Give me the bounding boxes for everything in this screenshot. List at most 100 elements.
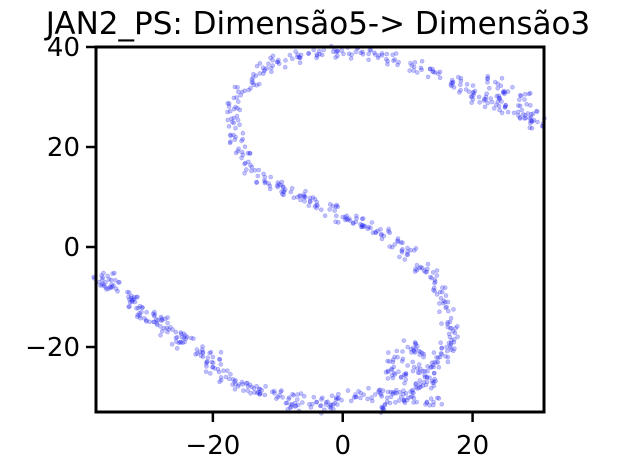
data-point-cloud [240,130,246,136]
data-point-cloud [245,388,250,393]
data-point-cloud [257,391,262,397]
data-point [262,174,268,180]
data-point-cloud [482,96,487,102]
data-point-cloud [391,58,396,64]
data-point-cloud [232,84,238,90]
data-point-cloud [446,340,452,346]
data-point-cloud [346,51,352,57]
data-point-cloud [448,326,453,331]
data-point-cloud [390,391,396,397]
data-point-cloud [419,350,425,356]
data-point-cloud [228,132,233,138]
data-point-cloud [307,199,313,204]
data-point-cloud [159,316,165,321]
data-point [210,364,216,370]
data-point-cloud [429,360,435,366]
data-point-cloud [417,370,422,375]
data-point-cloud [421,379,427,385]
data-point-cloud [204,359,210,365]
data-point-cloud [307,195,313,201]
data-point-cloud [159,328,165,334]
data-point-cloud [274,183,280,189]
data-point-cloud [335,396,341,402]
data-point-cloud [388,389,394,395]
data-point-cloud [419,58,425,64]
data-point-cloud [375,55,381,61]
data-point-cloud [302,198,307,204]
data-point-cloud [295,402,301,408]
data-point-cloud [469,94,475,99]
data-point-cloud [135,314,140,320]
data-point-cloud [254,83,260,88]
data-point-cloud [316,48,322,54]
data-point-cloud [401,372,407,378]
data-point-cloud [335,220,341,225]
data-point-cloud [485,73,491,79]
data-point-cloud [261,68,267,74]
data-point-cloud [439,346,444,351]
data-point-cloud [163,316,168,322]
data-point-cloud [388,394,394,400]
data-point [353,219,359,225]
data-point-cloud [155,317,161,323]
data-point-cloud [234,113,240,119]
data-point-cloud [289,402,295,407]
data-point-cloud [359,224,365,229]
data-point-cloud [380,388,386,394]
data-point-cloud [227,140,233,146]
data-point-cloud [500,89,506,95]
data-point [372,392,378,397]
data-point-cloud [430,402,436,408]
data-point [126,294,131,300]
data-point-cloud [417,352,423,358]
data-point-cloud [128,293,134,299]
data-point-cloud [291,195,297,200]
y-tick-label: 0 [63,233,80,263]
data-point-cloud [421,351,427,357]
data-point-cloud [230,377,236,382]
data-point-cloud [361,224,367,229]
data-point [411,364,417,370]
data-point-cloud [235,148,241,154]
x-tick-label: 0 [334,431,351,461]
data-point [333,397,339,402]
data-point-cloud [372,50,377,56]
data-point-cloud [403,371,409,377]
data-point-cloud [178,330,184,335]
data-point-cloud [431,350,437,355]
data-point-cloud [414,267,420,273]
data-point-cloud [379,51,385,56]
data-point-cloud [373,229,378,235]
data-point-cloud [505,89,511,94]
data-point-cloud [229,116,234,122]
data-point-cloud [286,395,292,400]
data-point-cloud [518,93,524,99]
data-point-cloud [384,395,390,401]
data-point-cloud [443,293,449,298]
data-point-cloud [396,398,402,403]
data-point-cloud [352,392,358,397]
data-point-cloud [339,397,344,403]
data-point-cloud [125,289,130,295]
data-point [405,344,411,350]
data-point-cloud [113,277,118,283]
data-point-cloud [319,52,325,58]
data-point-cloud [226,101,232,106]
data-point-cloud [236,99,241,104]
data-point-cloud [439,351,445,357]
data-point-cloud [286,396,291,402]
data-point-cloud [233,378,238,383]
data-point-cloud [519,107,525,113]
data-point-cloud [174,346,180,351]
data-point-cloud [411,349,417,354]
data-point-cloud [333,213,339,219]
data-point-cloud [488,96,494,101]
data-point-cloud [395,62,400,68]
data-point-cloud [165,315,170,320]
data-point-cloud [178,331,184,337]
data-point-cloud [250,80,256,85]
data-point-cloud [451,337,457,342]
data-point-cloud [216,369,222,375]
data-point-cloud [534,108,539,114]
data-point-cloud [417,378,423,383]
